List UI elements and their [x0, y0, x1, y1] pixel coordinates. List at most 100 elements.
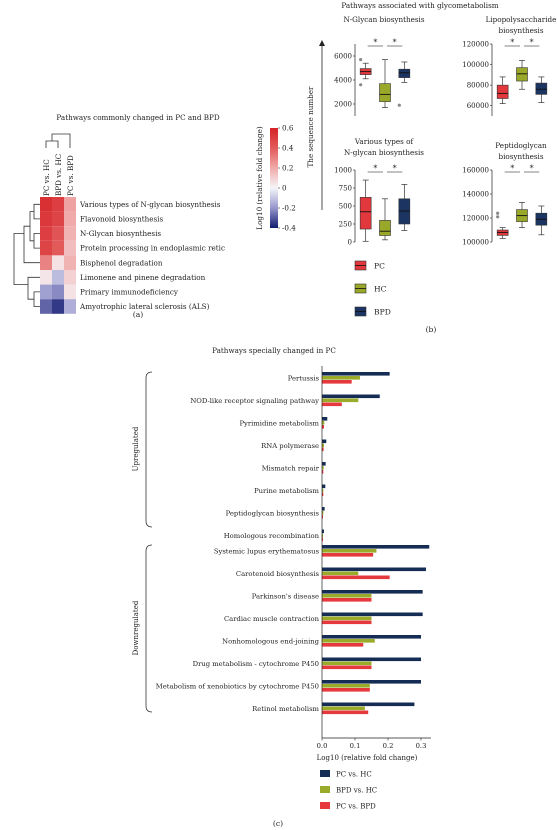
- colorbar-tick-label: 0.4: [282, 144, 294, 153]
- heatmap-column-label: BPD vs. HC: [54, 153, 63, 196]
- bar: [322, 402, 342, 407]
- box-outlier: [397, 103, 401, 107]
- bar-legend-item: PC vs. BPD: [320, 802, 376, 811]
- column-dendrogram-inner: [45, 140, 59, 148]
- heatmap-cell: [40, 211, 52, 227]
- colorbar: [270, 128, 278, 228]
- heatmap-cell: [64, 255, 76, 270]
- subplot-ytick-label: 1000: [334, 167, 352, 175]
- bar-category-label: Parkinson's disease: [252, 593, 319, 601]
- heatmap-column-label: PC vs. BPD: [66, 155, 75, 196]
- significance-marker: *: [530, 164, 534, 173]
- colorbar-tick-label: 0: [282, 184, 287, 193]
- subplot-ytick-label: 120000: [462, 41, 489, 49]
- legend-swatch: [320, 770, 330, 777]
- bar: [322, 515, 323, 519]
- subplot-ytick-label: 160000: [462, 167, 489, 175]
- bar: [322, 492, 324, 497]
- heatmap-cell: [40, 284, 52, 300]
- legend-label: BPD vs. HC: [336, 787, 377, 795]
- heatmap-cell: [64, 299, 76, 314]
- heatmap-cell: [52, 240, 64, 256]
- bar: [322, 710, 369, 715]
- colorbar-tick-label: -0.4: [282, 224, 296, 233]
- row-dendrogram-branch: [33, 203, 40, 220]
- subplot-ytick-label: 2000: [334, 101, 352, 109]
- group-label: Upregulated: [132, 426, 140, 471]
- heatmap-cell: [64, 211, 76, 227]
- colorbar-tick-label: 0.6: [282, 124, 294, 133]
- bar: [322, 545, 430, 549]
- subplot-ytick-label: 250: [339, 221, 352, 229]
- bar: [322, 447, 324, 452]
- bar-category-label: Systemic lupus erythematosus: [214, 548, 320, 556]
- bar-xtick-label: 0.0: [317, 742, 328, 750]
- bar: [322, 688, 370, 692]
- legend-label: HC: [374, 285, 387, 294]
- heatmap-cell: [40, 270, 52, 285]
- boxplot-title: Pathways associated with glycometabolism: [341, 1, 498, 10]
- panel-label-a: (a): [133, 310, 143, 319]
- boxplot-subplot: Various types of N-glycan biosynthesis 100…: [334, 137, 424, 247]
- row-dendrogram-branch: [13, 233, 28, 285]
- bar-xtick-label: 0.2: [383, 742, 394, 750]
- heatmap-row-label: Protein processing in endoplasmic retic: [80, 244, 225, 253]
- boxplot-legend-item: BPD: [354, 306, 391, 317]
- bar-category-label: Mismatch repair: [262, 465, 320, 473]
- bar: [322, 661, 372, 666]
- box-body: [516, 67, 528, 82]
- bar-category-label: NOD-like receptor signaling pathway: [190, 397, 319, 405]
- boxplot-ylabel: The sequence number: [306, 86, 315, 168]
- colorbar-label: Log10 (relative fold change): [255, 126, 264, 230]
- legend-swatch: [320, 802, 330, 809]
- subplot-ytick-label: 60000: [467, 102, 489, 110]
- heatmap-row-label: Bisphenol degradation: [80, 258, 163, 267]
- bar: [322, 612, 423, 617]
- legend-label: PC vs. HC: [336, 771, 372, 779]
- bar: [322, 529, 324, 534]
- bar: [322, 702, 415, 707]
- heatmap-cell: [52, 226, 64, 241]
- bar: [322, 533, 323, 538]
- bar: [322, 439, 327, 444]
- heatmap-row-label: Limonene and pinene degradation: [80, 273, 206, 282]
- heatmap-cell: [52, 211, 64, 227]
- subplot-ytick-label: 500: [339, 203, 352, 211]
- colorbar-tick-label: -0.2: [282, 204, 296, 213]
- heatmap-column-label: PC vs. HC: [42, 159, 51, 196]
- bar: [322, 665, 372, 670]
- bar: [322, 639, 375, 643]
- bar: [322, 470, 324, 474]
- panel-a: Pathways commonly changed in PC and BPD P…: [13, 113, 296, 319]
- subplot-title-line: biosynthesis: [498, 152, 543, 161]
- heatmap-cell: [40, 197, 52, 212]
- bar: [322, 657, 421, 662]
- subplot-ytick-label: 100000: [462, 61, 489, 69]
- row-dendrogram-branch: [23, 225, 40, 264]
- subplot-ytick-label: 140000: [462, 191, 489, 199]
- box-body: [398, 68, 411, 78]
- bar: [322, 590, 423, 594]
- bar: [322, 372, 390, 376]
- legend-label: PC: [374, 262, 385, 271]
- panel-label-c: (c): [273, 819, 283, 828]
- subplot-ytick-label: 80000: [467, 82, 489, 90]
- box-body: [379, 83, 391, 102]
- column-dendrogram-outer: [51, 133, 71, 148]
- heatmap-cell: [52, 197, 64, 212]
- boxplot-legend-item: HC: [354, 283, 387, 294]
- heatmap-row-label: N-Glycan biosynthesis: [80, 229, 161, 238]
- group-bracket: [145, 544, 153, 713]
- subplot-ytick-label: 0: [348, 239, 352, 247]
- bar: [322, 537, 323, 542]
- boxplot-subplot: N-Glycan biosynthesis 6000 4000 2000 * *: [334, 15, 425, 116]
- bar: [322, 417, 328, 421]
- group-bracket: [145, 371, 153, 528]
- heatmap-cell: [64, 240, 76, 256]
- bar: [322, 443, 324, 448]
- bar-category-label: Pertussis: [288, 375, 320, 383]
- bar: [322, 635, 421, 639]
- bar-category-label: Purine metabolism: [254, 487, 319, 495]
- legend-swatch: [320, 786, 330, 793]
